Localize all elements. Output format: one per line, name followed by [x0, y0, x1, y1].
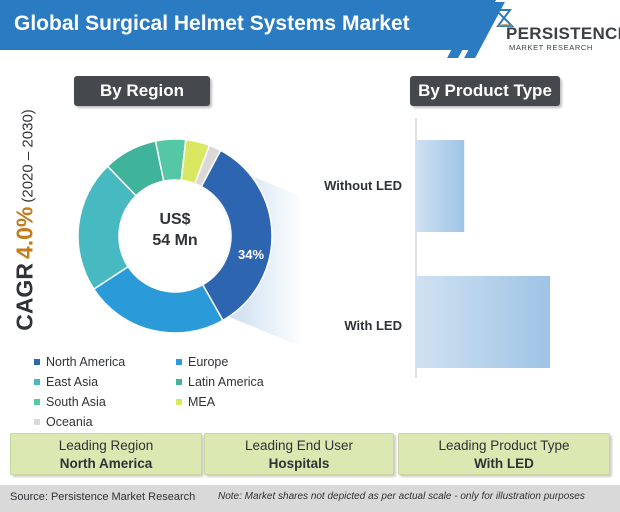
cagr-period: (2020 – 2030): [19, 109, 37, 203]
legend-label: Latin America: [188, 375, 264, 389]
bar-without-led: [416, 140, 465, 232]
legend-swatch: [176, 398, 182, 405]
logo-icon: [493, 9, 515, 27]
legend-label: East Asia: [46, 375, 99, 389]
donut-center-currency: US$: [159, 211, 191, 228]
box-label: Leading Region: [58, 438, 154, 453]
legend-swatch: [34, 378, 40, 385]
legend-swatch: [34, 418, 40, 425]
page-title: Global Surgical Helmet Systems Market: [14, 12, 410, 35]
product-bar-chart: [415, 118, 550, 378]
legend-swatch: [34, 358, 40, 365]
legend-label: North America: [46, 355, 126, 369]
legend-item-latin-america: Latin America: [176, 374, 264, 390]
donut-hole: [120, 181, 230, 291]
legend-item-europe: Europe: [176, 354, 228, 370]
legend-label: Europe: [188, 355, 229, 369]
cagr-label: CAGR: [11, 263, 38, 331]
box-value: Hospitals: [268, 456, 330, 471]
legend-label: South Asia: [46, 395, 106, 409]
legend-item-south-asia: South Asia: [34, 394, 106, 410]
bar-category-label: Without LED: [324, 178, 402, 193]
logo-name: PERSISTENCE: [506, 24, 620, 43]
source-text: Source: Persistence Market Research: [10, 491, 196, 503]
bar-with-led: [416, 276, 550, 368]
legend-item-east-asia: East Asia: [34, 374, 98, 390]
legend-item-oceania: Oceania: [34, 414, 93, 430]
footer: [0, 485, 620, 512]
leading-product-box: Leading Product Type With LED: [398, 433, 610, 475]
legend-label: MEA: [188, 395, 216, 409]
legend-swatch: [176, 358, 182, 365]
legend-item-north-america: North America: [34, 354, 125, 370]
footnote: Note: Market shares not depicted as per …: [218, 491, 585, 502]
cagr-block: CAGR 4.0% (2020 – 2030): [4, 100, 46, 340]
section-header-product: By Product Type: [410, 76, 560, 106]
donut-slice-north-america: [200, 149, 273, 322]
legend-label: Oceania: [46, 415, 93, 429]
bar-category-label: With LED: [344, 318, 402, 333]
box-value: North America: [59, 456, 153, 471]
logo-tagline: MARKET RESEARCH: [509, 43, 593, 52]
legend-item-mea: MEA: [176, 394, 215, 410]
donut-center-amount: 54 Mn: [152, 232, 198, 249]
legend-swatch: [34, 398, 40, 405]
slice-label-north-america: 34%: [238, 247, 265, 262]
cagr-value: 4.0%: [11, 206, 38, 260]
legend-swatch: [176, 378, 182, 385]
region-donut-chart: [77, 138, 300, 346]
donut-slice-oceania: [193, 144, 222, 188]
box-label: Leading End User: [244, 438, 354, 453]
box-label: Leading Product Type: [438, 438, 570, 453]
section-header-region: By Region: [74, 76, 210, 106]
box-value: With LED: [474, 456, 534, 471]
leading-region-box: Leading Region North America: [10, 433, 202, 475]
leading-end-user-box: Leading End User Hospitals: [204, 433, 394, 475]
